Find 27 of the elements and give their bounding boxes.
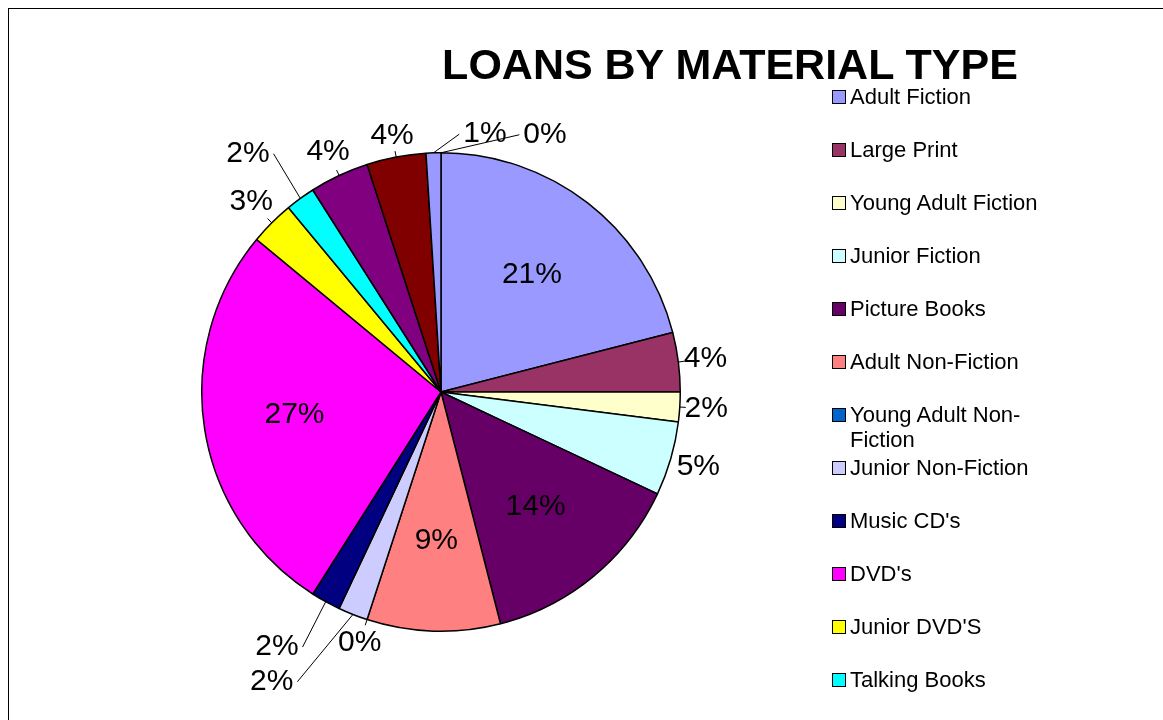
legend-label: Young Adult Fiction: [850, 190, 1039, 215]
legend-label: Talking Books: [850, 667, 987, 692]
legend-label: Music CD's: [850, 508, 962, 533]
text: 0%: [337, 623, 382, 657]
legend-label: Junior Non-Fiction: [850, 455, 1030, 480]
data-label: 4%: [370, 116, 414, 150]
data-label: 2%: [226, 135, 270, 168]
legend-label: Adult Non-Fiction: [850, 349, 1020, 374]
data-label: 1%: [463, 115, 507, 149]
data-label: 2%: [684, 389, 728, 423]
legend-label: Junior DVD'S: [850, 614, 983, 639]
data-label: 5%: [676, 448, 721, 482]
legend-label: Junior Fiction: [850, 243, 982, 268]
legend-label: Large Print: [850, 137, 959, 162]
data-label: 4%: [306, 133, 350, 167]
data-label: 2%: [255, 628, 299, 662]
data-label: 9%: [414, 521, 459, 555]
data-label: 27%: [264, 396, 325, 430]
legend-label: DVD's: [850, 561, 913, 586]
legend-label: Young Adult Non-Fiction: [850, 402, 1022, 452]
text: 0%: [523, 116, 567, 150]
data-label: 3%: [229, 183, 273, 217]
data-label: 14%: [505, 487, 566, 521]
data-label: 21%: [501, 256, 562, 290]
data-label: 4%: [683, 339, 728, 373]
data-label: 2%: [250, 662, 294, 696]
legend-label: Picture Books: [850, 296, 987, 321]
